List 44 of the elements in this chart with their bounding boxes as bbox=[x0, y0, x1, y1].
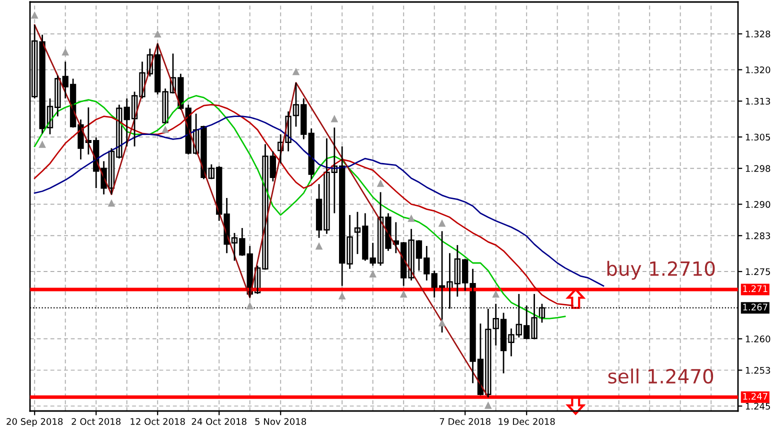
x-tick-label: 20 Sep 2018 bbox=[6, 418, 63, 427]
point bbox=[154, 30, 162, 38]
ref-line-label: 1.267 bbox=[743, 304, 768, 310]
y-tick-label: 1.305 bbox=[746, 134, 770, 141]
y-tick-label: 1.275 bbox=[746, 268, 770, 276]
ref-line-label: 1.271 bbox=[743, 285, 768, 292]
point bbox=[376, 180, 384, 187]
point bbox=[292, 68, 300, 76]
x-tick-label: 24 Oct 2018 bbox=[192, 418, 246, 425]
point bbox=[62, 48, 70, 56]
y-tick-label: 1.283 bbox=[746, 232, 770, 240]
point bbox=[108, 199, 116, 207]
x-tick-label: 2 Oct 2018 bbox=[72, 418, 121, 425]
point bbox=[162, 126, 169, 134]
point bbox=[315, 242, 323, 250]
x-tick-label: 5 Nov 2018 bbox=[255, 418, 306, 425]
point bbox=[369, 270, 377, 278]
point bbox=[246, 302, 254, 310]
x-tick-label: 19 Dec 2018 bbox=[498, 418, 555, 425]
y-tick-label: 1.328 bbox=[746, 30, 770, 38]
y-tick-label: 1.313 bbox=[746, 98, 770, 105]
point bbox=[492, 290, 500, 298]
point bbox=[38, 140, 46, 148]
point bbox=[338, 292, 346, 300]
x-tick-label: 7 Dec 2018 bbox=[440, 418, 490, 425]
y-tick-label: 1.298 bbox=[746, 165, 770, 172]
y-tick-label: 1.260 bbox=[746, 336, 770, 342]
y-tick-label: 1.320 bbox=[746, 66, 770, 74]
y-tick-label: 1.290 bbox=[746, 200, 770, 208]
point bbox=[408, 214, 415, 222]
point bbox=[484, 401, 492, 409]
annotation: buy 1.2710 bbox=[607, 260, 715, 280]
point bbox=[30, 11, 38, 19]
point bbox=[438, 318, 446, 326]
line-series bbox=[34, 24, 489, 398]
ref-line-label: 1.247 bbox=[743, 392, 768, 400]
y-tick-label: 1.245 bbox=[746, 402, 770, 410]
point bbox=[438, 219, 446, 227]
annotation: sell 1.2470 bbox=[608, 368, 714, 384]
point bbox=[330, 114, 338, 122]
line-series bbox=[34, 116, 604, 287]
point bbox=[400, 290, 408, 298]
y-tick-label: 1.253 bbox=[746, 366, 770, 374]
x-tick-label: 12 Oct 2018 bbox=[130, 418, 185, 425]
